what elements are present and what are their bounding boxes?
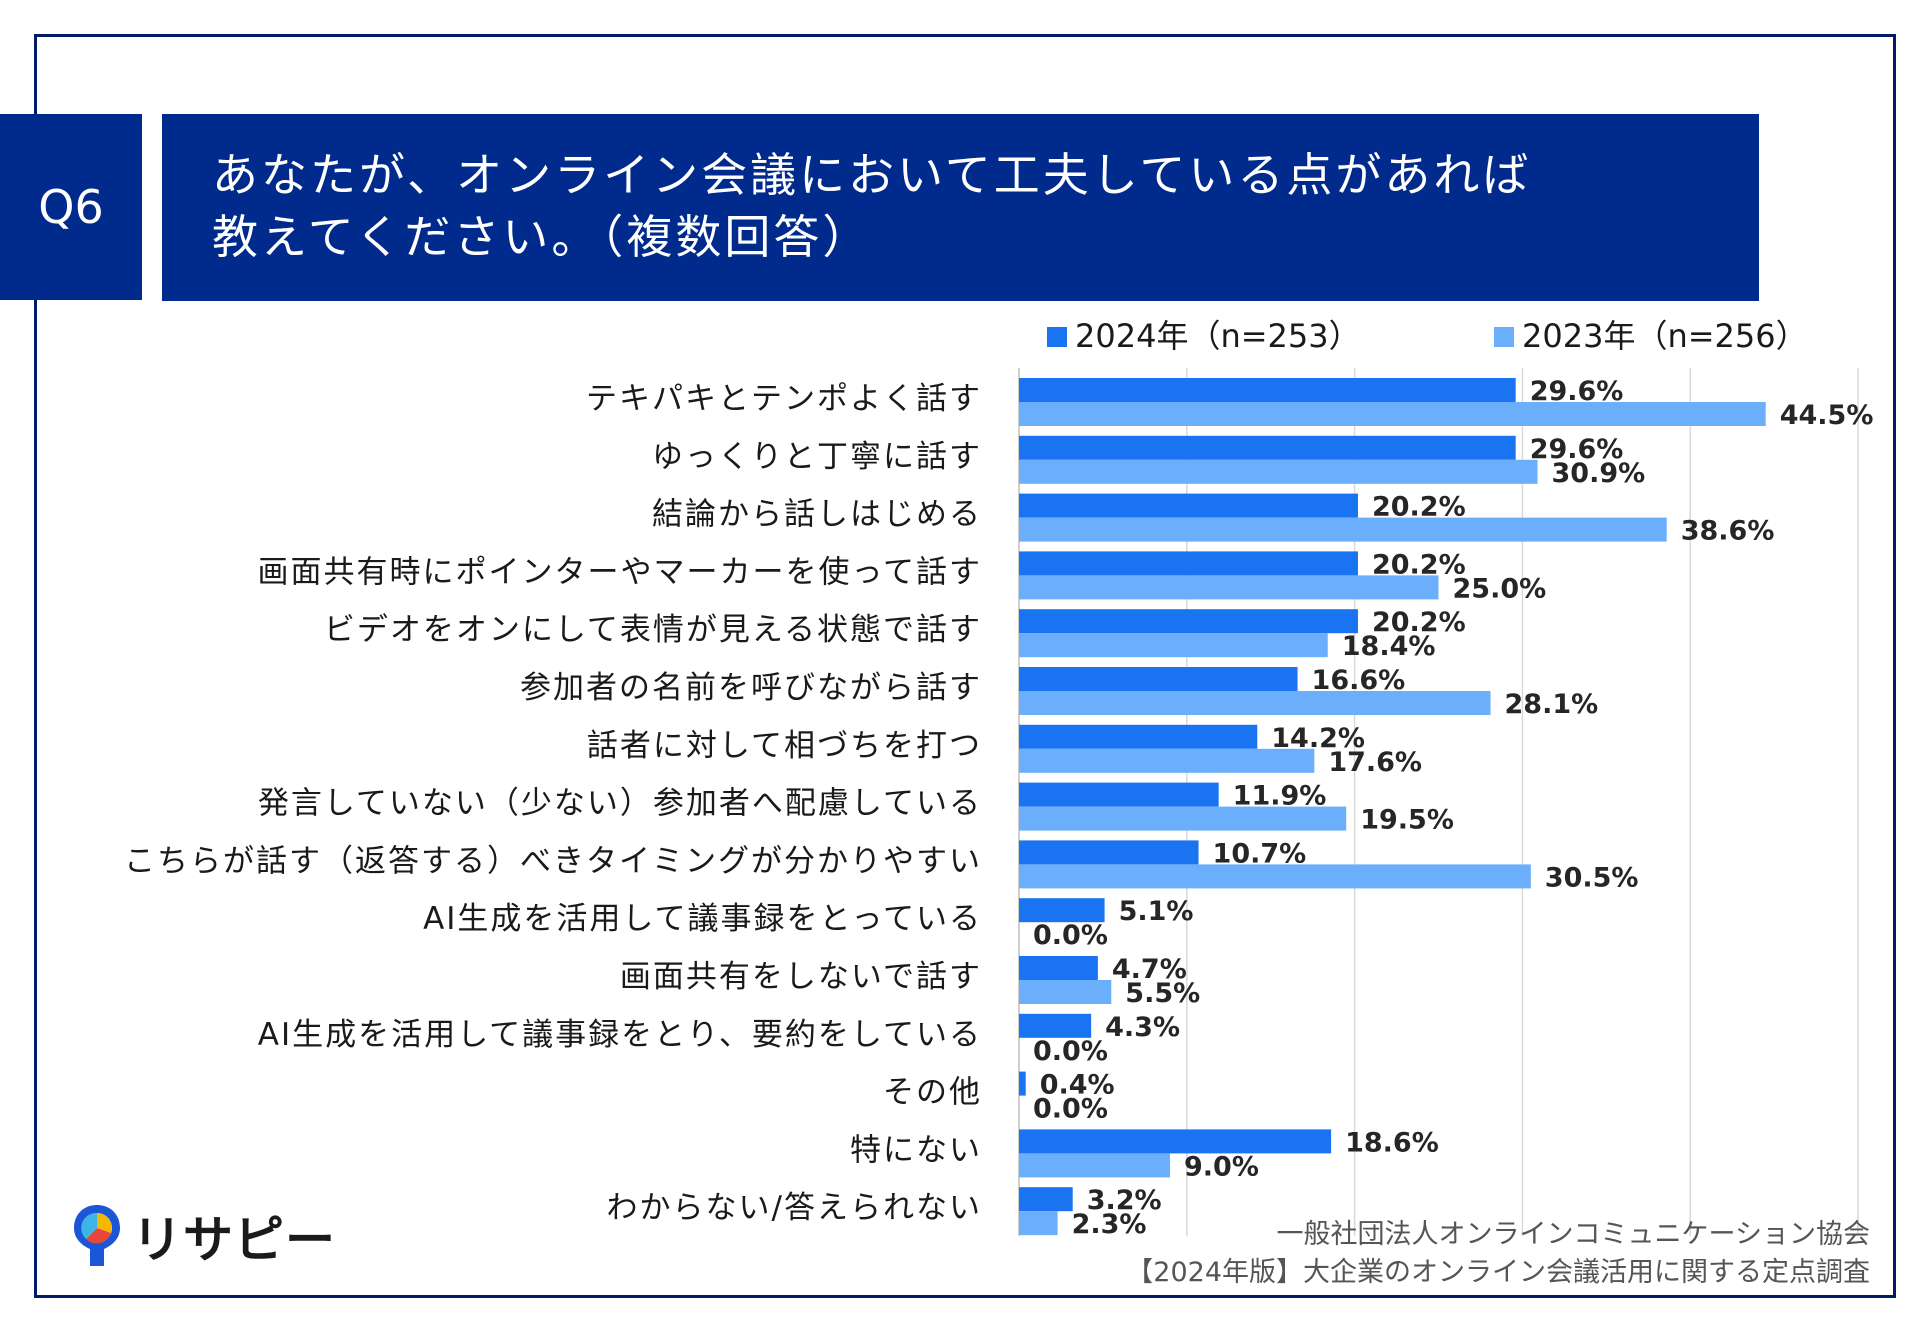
data-label-0-13: 18.6% <box>1345 1127 1439 1158</box>
data-label-1-9: 0.0% <box>1033 920 1108 951</box>
data-label-1-7: 19.5% <box>1360 805 1454 836</box>
data-label-1-14: 2.3% <box>1072 1209 1147 1240</box>
bar-1-4 <box>1019 633 1328 658</box>
outer-frame <box>34 34 1896 1298</box>
bar-1-10 <box>1019 980 1112 1004</box>
bar-1-2 <box>1019 517 1667 542</box>
bar-0-9 <box>1019 898 1105 923</box>
data-label-1-6: 17.6% <box>1328 747 1422 778</box>
data-label-0-5: 16.6% <box>1312 665 1406 696</box>
bar-0-6 <box>1019 724 1258 749</box>
data-label-0-6: 14.2% <box>1271 723 1365 754</box>
page-title: あなたが、オンライン会議において工夫している点があれば 教えてください。（複数回… <box>212 144 1531 268</box>
legend-label-0: 2024年（n=253） <box>1075 317 1361 355</box>
bar-1-14 <box>1019 1211 1058 1236</box>
data-label-1-11: 0.0% <box>1033 1036 1108 1067</box>
category-label-12: その他 <box>883 1075 982 1111</box>
title-bar: あなたが、オンライン会議において工夫している点があれば 教えてください。（複数回… <box>162 114 1759 301</box>
bar-0-0 <box>1019 378 1516 402</box>
data-label-0-10: 4.7% <box>1112 954 1187 985</box>
category-label-5: 参加者の名前を呼びながら話す <box>520 670 982 706</box>
data-label-0-11: 4.3% <box>1105 1012 1180 1043</box>
category-label-13: 特にない <box>850 1132 982 1168</box>
data-label-0-14: 3.2% <box>1087 1185 1162 1216</box>
bar-0-11 <box>1019 1013 1092 1038</box>
bar-1-6 <box>1019 748 1315 773</box>
data-label-1-0: 44.5% <box>1780 400 1874 431</box>
category-label-14: わからない/答えられない <box>607 1190 982 1226</box>
category-label-8: こちらが話す（返答する）べきタイミングが分かりやすい <box>124 843 982 879</box>
bar-1-3 <box>1019 575 1439 600</box>
data-label-1-4: 18.4% <box>1342 631 1436 662</box>
credit-organization: 一般社団法人オンラインコミュニケーション協会 <box>1276 1219 1870 1250</box>
legend-swatch-0 <box>1047 327 1067 347</box>
data-label-0-8: 10.7% <box>1213 838 1307 869</box>
bar-1-0 <box>1019 402 1766 426</box>
bar-0-14 <box>1019 1187 1073 1212</box>
data-label-0-9: 5.1% <box>1119 896 1194 927</box>
data-label-0-3: 20.2% <box>1372 549 1466 580</box>
data-label-0-4: 20.2% <box>1372 607 1466 638</box>
legend-label-1: 2023年（n=256） <box>1522 317 1808 355</box>
data-label-0-1: 29.6% <box>1530 434 1624 465</box>
category-label-6: 話者に対して相づちを打つ <box>587 728 982 764</box>
bar-0-3 <box>1019 551 1358 576</box>
logo: リサピー <box>70 1200 336 1272</box>
data-label-0-2: 20.2% <box>1372 492 1466 523</box>
category-label-11: AI生成を活用して議事録をとり、要約をしている <box>258 1017 982 1053</box>
bar-1-8 <box>1019 864 1531 889</box>
category-label-9: AI生成を活用して議事録をとっている <box>423 901 982 937</box>
bar-1-7 <box>1019 806 1347 831</box>
bar-0-10 <box>1019 956 1098 980</box>
bar-1-13 <box>1019 1153 1171 1178</box>
category-label-0: テキパキとテンポよく話す <box>586 381 982 417</box>
title-line-1: あなたが、オンライン会議において工夫している点があれば <box>212 148 1532 202</box>
data-label-0-12: 0.4% <box>1040 1070 1115 1101</box>
data-label-1-8: 30.5% <box>1545 862 1639 893</box>
category-label-10: 画面共有をしないで話す <box>620 959 982 995</box>
bar-0-7 <box>1019 782 1219 807</box>
logo-text: リサピー <box>132 1211 336 1269</box>
bar-1-5 <box>1019 691 1491 715</box>
title-line-2: 教えてください。（複数回答） <box>212 210 872 264</box>
question-badge: Q6 <box>0 114 142 300</box>
category-label-2: 結論から話しはじめる <box>652 497 982 533</box>
data-label-1-5: 28.1% <box>1505 689 1599 720</box>
data-label-0-0: 29.6% <box>1530 376 1624 407</box>
bar-0-8 <box>1019 840 1199 865</box>
bar-0-13 <box>1019 1129 1332 1154</box>
data-label-1-1: 30.9% <box>1552 458 1646 489</box>
data-label-1-2: 38.6% <box>1681 516 1775 547</box>
category-label-1: ゆっくりと丁寧に話す <box>652 439 982 475</box>
bar-0-2 <box>1019 493 1358 518</box>
credit-survey-title: 【2024年版】大企業のオンライン会議活用に関する定点調査 <box>1126 1257 1870 1288</box>
bar-0-5 <box>1019 667 1298 691</box>
bar-1-1 <box>1019 459 1538 484</box>
bar-0-1 <box>1019 435 1516 460</box>
data-label-1-12: 0.0% <box>1033 1094 1108 1125</box>
data-label-1-10: 5.5% <box>1125 978 1200 1009</box>
pin-logo-icon <box>74 1205 120 1266</box>
data-label-1-13: 9.0% <box>1184 1151 1259 1182</box>
category-label-7: 発言していない（少ない）参加者へ配慮している <box>258 786 982 822</box>
category-label-3: 画面共有時にポインターやマーカーを使って話す <box>258 554 982 590</box>
legend-swatch-1 <box>1494 327 1514 347</box>
bar-0-12 <box>1019 1071 1026 1096</box>
category-label-4: ビデオをオンにして表情が見える状態で話す <box>324 612 982 648</box>
data-label-1-3: 25.0% <box>1453 573 1547 604</box>
bar-0-4 <box>1019 609 1358 634</box>
data-label-0-7: 11.9% <box>1233 781 1327 812</box>
